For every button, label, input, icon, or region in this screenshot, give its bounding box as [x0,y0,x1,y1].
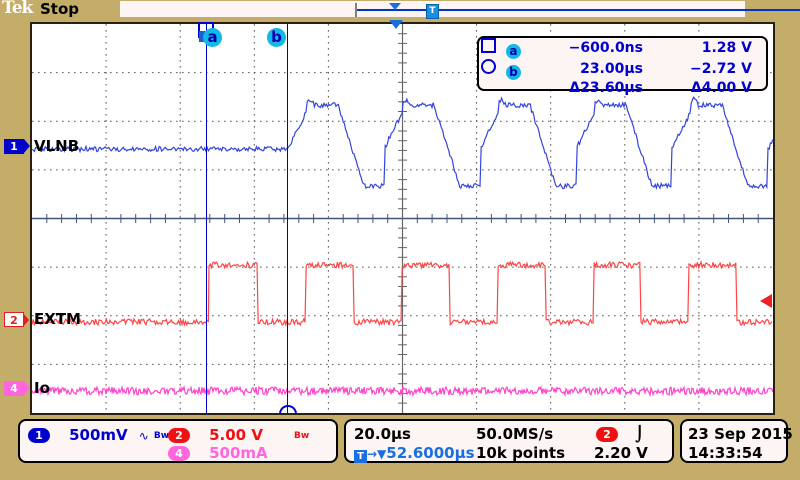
cursor-delta-symbols [479,80,533,97]
timebase-setting[interactable]: 20.0µs [354,424,411,443]
record-length-setting: 10k points [476,443,565,462]
channel-4-badge: 4 [4,381,30,396]
channel-1-label: VLNB [34,137,80,155]
channel-1-scale: 500mV [69,426,128,444]
delay-arrow-icon: →▼ [367,447,387,461]
record-view-line [355,9,800,11]
record-view-left-cap [355,3,357,17]
channel-marker-2[interactable]: 2 [4,312,29,327]
channel-marker-4[interactable]: 4 [4,381,30,396]
sample-rate-setting: 50.0MS/s [476,424,553,443]
cursor-a-badge: a [505,44,521,59]
record-view-bar[interactable]: T [120,1,800,19]
channel-2-bw-tag: Bᴡ [294,431,310,441]
cursor-a-line[interactable] [206,24,207,413]
cursor-a-symbols: a [479,38,533,59]
channel-2-label: EXTM [34,310,81,328]
cursor-b-bottom-marker[interactable] [279,405,297,414]
horizontal-trigger-bar[interactable]: 20.0µs T →▼52.6000µs 50.0MS/s 10k points … [344,419,674,463]
circle-icon [481,59,496,74]
cursor-b-tag[interactable]: b [267,28,286,47]
trigger-position-setting[interactable]: T →▼52.6000µs [354,443,475,463]
sample-rate-value: 50.0MS/s [476,425,554,443]
cursor-b-time: 23.00µs [580,61,643,77]
channel-1-oval: 1 [28,428,50,443]
cursor-a-time: −600.0ns [568,40,643,56]
channel-4-setting[interactable]: 4 500mA [168,443,268,462]
trigger-level-value: 2.20 V [594,444,648,462]
top-status-bar: Tek Stop T [0,0,800,19]
cursor-readout-box[interactable]: a −600.0ns 1.28 V b 23.00µs −2.72 V Δ23.… [477,36,768,96]
channel-4-label: Io [34,379,50,397]
cursor-readout-row-a: a −600.0ns 1.28 V [479,38,766,59]
datetime-bar: 23 Sep 2015 14:33:54 [680,419,793,463]
date-value: 23 Sep 2015 [688,425,793,443]
cursor-a-voltage: 1.28 V [701,40,752,56]
channel-2-badge: 2 [4,312,29,327]
record-view-window[interactable]: T [355,2,800,19]
cursor-b-voltage: −2.72 V [690,61,752,77]
waveform-io [32,384,773,398]
trigger-source-setting[interactable]: 2 ⌡ [596,424,644,443]
acquisition-state[interactable]: Stop [40,0,80,18]
trigger-position-arrow[interactable] [389,20,403,29]
channel-2-setting[interactable]: 2 5.00 V Bᴡ [168,425,309,444]
waveform-layer [32,95,773,398]
square-icon [481,38,496,53]
cursor-delta-time: Δ23.60µs [569,80,643,96]
cursor-b-badge: b [505,65,521,80]
grid-lines [32,24,773,413]
ac-coupling-icon: ∿ [138,429,149,443]
left-rail [0,18,30,415]
channel-marker-1[interactable]: 1 [4,139,30,154]
trigger-source-badge: 2 [596,427,618,442]
tek-logo: Tek [2,0,33,18]
cursor-a-tag[interactable]: a [203,28,222,47]
time-per-division: 20.0µs [354,425,411,443]
trigger-level-arrow[interactable] [760,294,772,308]
trigger-position-marker-top [389,3,401,10]
trigger-position-value: 52.6000µs [386,444,475,462]
cursor-b-line[interactable] [287,24,288,413]
channel-4-oval: 4 [168,446,190,461]
channel-2-oval: 2 [168,428,190,443]
channel-settings-bar[interactable]: 1 500mV ∿ Bᴡ 2 5.00 V Bᴡ 4 500mA [18,419,338,463]
cursor-readout-row-b: b 23.00µs −2.72 V [479,59,766,80]
trigger-level-setting[interactable]: 2.20 V [594,443,648,462]
channel-4-scale: 500mA [209,444,268,462]
channel-1-badge: 1 [4,139,30,154]
cursor-delta-voltage: Δ4.00 V [690,80,752,96]
trigger-vertical-line [394,24,395,413]
rising-edge-icon: ⌡ [635,425,645,443]
waveform-vlnb [32,95,773,191]
channel-1-bw-tag: Bᴡ [153,431,170,441]
record-view-trigger-handle[interactable]: T [426,4,439,19]
cursor-b-symbols: b [479,59,533,80]
channel-2-scale: 5.00 V [209,426,263,444]
trigger-delay-icon: T [354,450,367,463]
time-value: 14:33:54 [688,444,763,462]
waveform-extm [32,259,773,327]
record-length-value: 10k points [476,444,566,462]
channel-1-setting[interactable]: 1 500mV ∿ Bᴡ [28,425,169,444]
cursor-readout-row-delta: Δ23.60µs Δ4.00 V [479,80,766,97]
